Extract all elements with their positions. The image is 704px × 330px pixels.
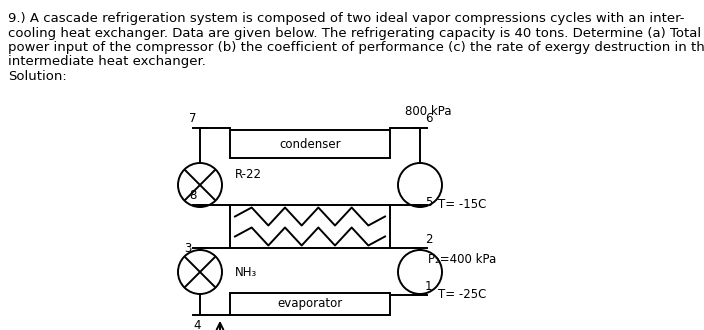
Text: 4: 4 bbox=[194, 319, 201, 330]
Text: 5: 5 bbox=[425, 196, 432, 210]
Text: 3: 3 bbox=[184, 242, 192, 254]
Text: 800 kPa: 800 kPa bbox=[405, 105, 451, 118]
Text: NH₃: NH₃ bbox=[235, 266, 257, 279]
Text: T= -25C: T= -25C bbox=[438, 288, 486, 302]
Text: 9.) A cascade refrigeration system is composed of two ideal vapor compressions c: 9.) A cascade refrigeration system is co… bbox=[8, 12, 684, 25]
Text: 2: 2 bbox=[425, 233, 432, 246]
Text: P₂=400 kPa: P₂=400 kPa bbox=[428, 253, 496, 266]
Text: 6: 6 bbox=[425, 112, 432, 125]
Bar bbox=[230, 205, 390, 248]
Text: cooling heat exchanger. Data are given below. The refrigerating capacity is 40 t: cooling heat exchanger. Data are given b… bbox=[8, 26, 701, 40]
Text: power input of the compressor (b) the coefficient of performance (c) the rate of: power input of the compressor (b) the co… bbox=[8, 41, 704, 54]
Bar bbox=[230, 293, 390, 315]
Text: T= -15C: T= -15C bbox=[438, 199, 486, 212]
Bar bbox=[230, 130, 390, 158]
Text: condenser: condenser bbox=[279, 138, 341, 150]
Text: Solution:: Solution: bbox=[8, 70, 67, 83]
Text: evaporator: evaporator bbox=[277, 298, 343, 311]
Text: 1: 1 bbox=[425, 280, 432, 293]
Text: 7: 7 bbox=[189, 112, 196, 125]
Text: 8: 8 bbox=[189, 189, 197, 202]
Text: R-22: R-22 bbox=[235, 169, 262, 182]
Text: intermediate heat exchanger.: intermediate heat exchanger. bbox=[8, 55, 206, 69]
